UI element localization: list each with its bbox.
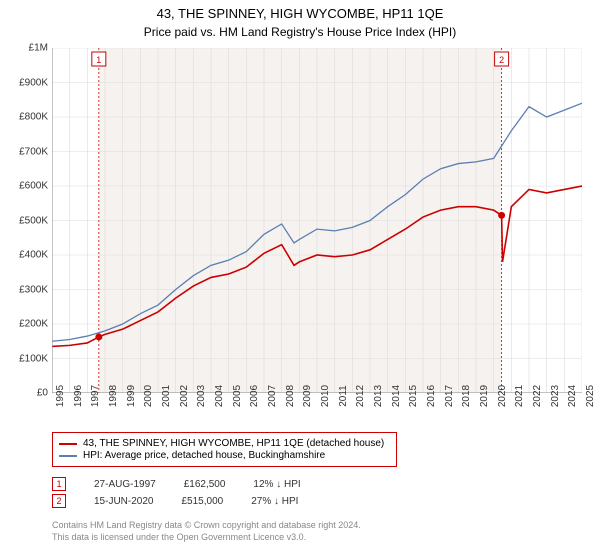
legend-swatch — [59, 455, 77, 457]
sale-diff: 27% ↓ HPI — [251, 496, 298, 507]
x-tick-label: 2009 — [302, 385, 313, 407]
y-tick-label: £500K — [19, 215, 48, 226]
y-tick-label: £0 — [37, 388, 48, 399]
y-tick-label: £300K — [19, 284, 48, 295]
x-tick-label: 2010 — [320, 385, 331, 407]
x-tick-label: 2004 — [214, 385, 225, 407]
x-tick-label: 2015 — [408, 385, 419, 407]
x-tick-label: 2008 — [285, 385, 296, 407]
y-tick-label: £1M — [29, 43, 48, 54]
y-tick-label: £400K — [19, 250, 48, 261]
y-tick-label: £600K — [19, 181, 48, 192]
sale-date: 27-AUG-1997 — [94, 479, 156, 490]
x-tick-label: 2006 — [249, 385, 260, 407]
x-tick-label: 2013 — [373, 385, 384, 407]
sale-marker-icon: 1 — [52, 477, 66, 491]
x-tick-label: 2022 — [532, 385, 543, 407]
x-tick-label: 2005 — [232, 385, 243, 407]
chart-plot: 12 — [52, 48, 582, 393]
sale-row: 1 27-AUG-1997 £162,500 12% ↓ HPI — [52, 477, 301, 491]
legend: 43, THE SPINNEY, HIGH WYCOMBE, HP11 1QE … — [52, 432, 397, 467]
sale-price: £162,500 — [184, 479, 226, 490]
x-tick-label: 2023 — [550, 385, 561, 407]
sale-row: 2 15-JUN-2020 £515,000 27% ↓ HPI — [52, 494, 301, 508]
legend-swatch — [59, 443, 77, 445]
x-tick-label: 1999 — [126, 385, 137, 407]
attribution-line: Contains HM Land Registry data © Crown c… — [52, 520, 361, 532]
sales-table: 1 27-AUG-1997 £162,500 12% ↓ HPI 2 15-JU… — [52, 474, 301, 511]
legend-row: 43, THE SPINNEY, HIGH WYCOMBE, HP11 1QE … — [59, 438, 390, 449]
y-tick-label: £200K — [19, 319, 48, 330]
x-tick-label: 2001 — [161, 385, 172, 407]
chart-svg: 12 — [52, 48, 582, 393]
legend-row: HPI: Average price, detached house, Buck… — [59, 450, 390, 461]
x-tick-label: 2012 — [355, 385, 366, 407]
x-tick-label: 2021 — [514, 385, 525, 407]
sale-date: 15-JUN-2020 — [94, 496, 153, 507]
x-tick-label: 2003 — [196, 385, 207, 407]
x-tick-label: 2007 — [267, 385, 278, 407]
x-tick-label: 1995 — [55, 385, 66, 407]
legend-label: HPI: Average price, detached house, Buck… — [83, 450, 325, 461]
chart-subtitle: Price paid vs. HM Land Registry's House … — [0, 21, 600, 39]
sale-marker-icon: 2 — [52, 494, 66, 508]
y-tick-label: £900K — [19, 77, 48, 88]
x-tick-label: 2016 — [426, 385, 437, 407]
x-tick-label: 2017 — [444, 385, 455, 407]
chart-container: 43, THE SPINNEY, HIGH WYCOMBE, HP11 1QE … — [0, 0, 600, 560]
x-tick-label: 2025 — [585, 385, 596, 407]
x-tick-label: 2020 — [497, 385, 508, 407]
x-tick-label: 2014 — [391, 385, 402, 407]
x-tick-label: 2024 — [567, 385, 578, 407]
x-tick-label: 2018 — [461, 385, 472, 407]
svg-text:2: 2 — [499, 55, 504, 65]
attribution: Contains HM Land Registry data © Crown c… — [52, 520, 361, 543]
x-tick-label: 2011 — [338, 385, 349, 407]
x-tick-label: 1997 — [90, 385, 101, 407]
x-tick-label: 2002 — [179, 385, 190, 407]
y-tick-label: £800K — [19, 112, 48, 123]
y-tick-label: £100K — [19, 353, 48, 364]
legend-label: 43, THE SPINNEY, HIGH WYCOMBE, HP11 1QE … — [83, 438, 384, 449]
sale-diff: 12% ↓ HPI — [253, 479, 300, 490]
x-tick-label: 2000 — [143, 385, 154, 407]
y-tick-label: £700K — [19, 146, 48, 157]
x-tick-label: 1998 — [108, 385, 119, 407]
attribution-line: This data is licensed under the Open Gov… — [52, 532, 361, 544]
chart-title: 43, THE SPINNEY, HIGH WYCOMBE, HP11 1QE — [0, 0, 600, 21]
svg-text:1: 1 — [96, 55, 101, 65]
x-tick-label: 2019 — [479, 385, 490, 407]
sale-price: £515,000 — [181, 496, 223, 507]
x-tick-label: 1996 — [73, 385, 84, 407]
